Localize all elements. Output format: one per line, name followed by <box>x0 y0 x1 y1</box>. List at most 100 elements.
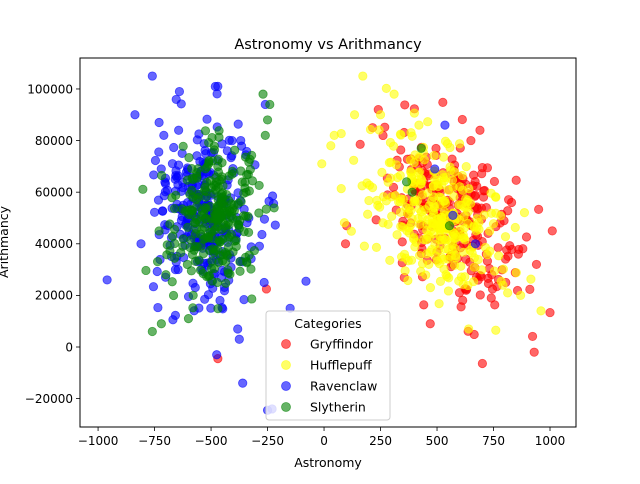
data-point <box>507 244 517 255</box>
data-point <box>157 170 167 181</box>
data-point <box>410 150 420 160</box>
data-point <box>374 125 384 135</box>
data-point <box>445 142 455 153</box>
data-point <box>438 254 448 264</box>
legend-box <box>265 310 391 421</box>
data-point <box>214 126 224 136</box>
data-point <box>358 71 368 81</box>
data-point <box>193 164 203 174</box>
data-point <box>246 264 256 274</box>
data-point <box>486 293 496 303</box>
data-point <box>510 222 520 233</box>
data-point <box>158 206 168 216</box>
data-point <box>469 329 479 340</box>
data-point <box>495 211 506 221</box>
data-point <box>170 310 180 321</box>
data-point <box>385 255 395 265</box>
data-point <box>482 163 493 173</box>
data-point <box>433 181 443 192</box>
data-point <box>395 129 406 139</box>
data-point <box>184 153 194 163</box>
chart-title: Astronomy vs Arithmancy <box>234 37 422 53</box>
data-point <box>235 266 245 276</box>
data-point <box>247 176 258 186</box>
data-point <box>168 231 178 241</box>
data-point <box>423 188 433 198</box>
data-point <box>375 110 386 120</box>
data-point <box>447 239 457 249</box>
data-point <box>388 141 399 151</box>
data-point <box>192 173 202 183</box>
data-point <box>503 288 513 298</box>
data-point <box>511 175 521 185</box>
y-tick-label: 60000 <box>35 185 73 199</box>
data-point <box>401 203 411 213</box>
data-point <box>148 282 159 292</box>
x-tick-label: −250 <box>251 434 284 448</box>
data-point <box>239 294 249 305</box>
data-point <box>259 214 270 224</box>
data-point <box>406 128 416 138</box>
data-point <box>259 277 269 288</box>
data-point <box>488 219 499 229</box>
data-point <box>210 245 221 255</box>
data-point <box>511 268 521 278</box>
data-point <box>465 245 475 255</box>
data-point <box>176 247 186 258</box>
data-point <box>176 99 186 109</box>
y-axis-label: Arithmancy <box>0 205 11 278</box>
data-point <box>365 124 376 135</box>
data-point <box>400 266 410 276</box>
data-point <box>227 166 238 177</box>
data-point <box>152 266 162 277</box>
data-point <box>149 170 159 180</box>
data-point <box>364 195 374 206</box>
data-point <box>521 232 532 242</box>
data-point <box>150 155 161 166</box>
data-point <box>416 266 426 276</box>
data-point <box>265 99 275 110</box>
data-point <box>449 191 459 202</box>
data-point <box>392 230 402 240</box>
data-point <box>498 264 508 274</box>
data-point <box>202 272 212 282</box>
data-point <box>184 209 194 220</box>
data-point <box>439 264 449 274</box>
data-point <box>141 265 151 276</box>
data-point <box>407 187 417 197</box>
data-point <box>469 170 479 180</box>
data-point <box>254 180 264 191</box>
data-point <box>236 135 246 146</box>
data-point <box>188 290 198 301</box>
data-point <box>182 175 192 185</box>
data-point <box>183 222 193 232</box>
data-point <box>261 204 271 214</box>
data-point <box>192 215 202 225</box>
data-point <box>403 275 413 286</box>
data-point <box>349 155 359 165</box>
data-point <box>444 273 454 283</box>
data-point <box>513 249 523 259</box>
data-point <box>414 120 424 130</box>
data-point <box>245 154 255 164</box>
data-point <box>203 232 214 242</box>
data-point <box>183 314 194 324</box>
data-point <box>174 125 184 135</box>
data-point <box>138 184 148 194</box>
data-point <box>409 108 419 118</box>
data-point <box>190 229 200 239</box>
data-point <box>209 141 219 151</box>
data-point <box>247 294 257 304</box>
data-point <box>260 130 270 141</box>
data-point <box>207 256 217 266</box>
data-point <box>169 204 180 214</box>
data-point <box>349 110 360 120</box>
data-point <box>186 235 196 245</box>
data-point <box>429 209 439 219</box>
data-point <box>400 100 410 110</box>
data-point <box>211 213 221 224</box>
data-point <box>457 170 467 181</box>
data-point <box>417 212 428 222</box>
